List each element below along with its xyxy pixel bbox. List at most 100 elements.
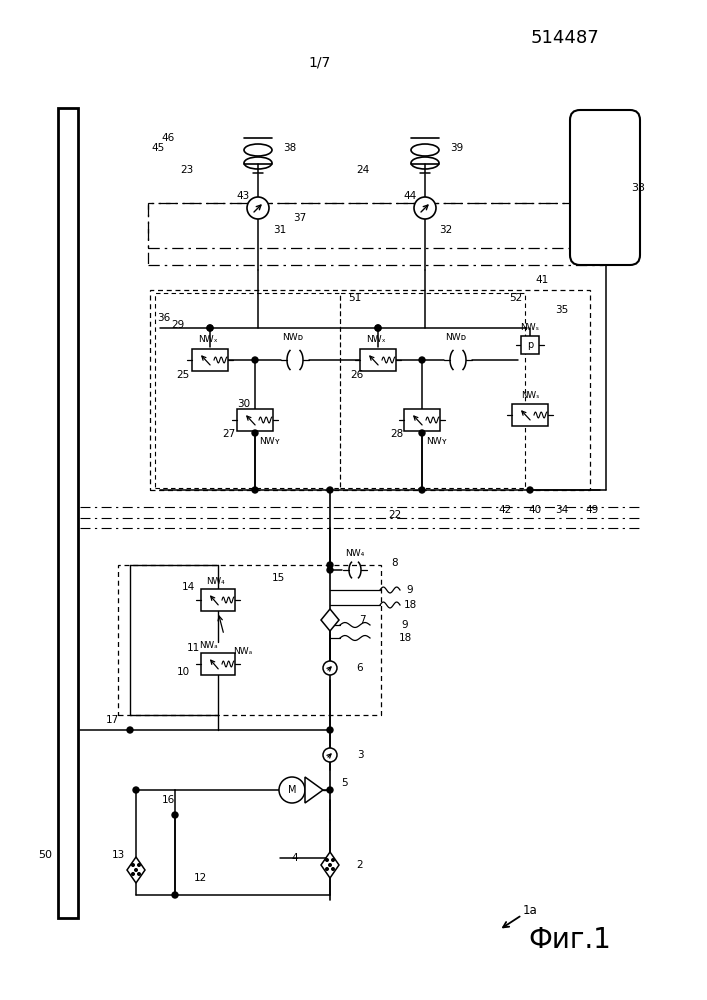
Text: NWₛ: NWₛ <box>521 390 539 399</box>
Text: 11: 11 <box>187 643 199 653</box>
Text: 44: 44 <box>404 191 416 201</box>
Text: 32: 32 <box>439 225 452 235</box>
Circle shape <box>327 567 333 573</box>
Text: 41: 41 <box>535 275 549 285</box>
Circle shape <box>252 357 258 363</box>
Text: 8: 8 <box>392 558 398 568</box>
Circle shape <box>132 864 134 866</box>
Text: 49: 49 <box>585 505 599 515</box>
Text: 13: 13 <box>112 850 124 860</box>
Text: 6: 6 <box>357 663 363 673</box>
Circle shape <box>252 487 258 493</box>
Text: 18: 18 <box>398 633 411 643</box>
Bar <box>360 349 396 371</box>
Circle shape <box>332 868 334 870</box>
Text: 43: 43 <box>236 191 250 201</box>
Circle shape <box>527 487 533 493</box>
Text: NWₓ: NWₓ <box>198 336 218 344</box>
Text: 15: 15 <box>271 573 285 583</box>
Polygon shape <box>321 609 339 631</box>
Text: 12: 12 <box>194 873 206 883</box>
Circle shape <box>172 812 178 818</box>
Text: 7: 7 <box>358 615 366 625</box>
Text: 37: 37 <box>293 213 307 223</box>
Circle shape <box>327 562 333 568</box>
Text: 5: 5 <box>341 778 349 788</box>
Bar <box>155 293 340 488</box>
Text: M: M <box>288 785 296 795</box>
Circle shape <box>327 487 333 493</box>
Circle shape <box>419 357 425 363</box>
Text: 14: 14 <box>182 582 194 592</box>
Text: 9: 9 <box>402 620 409 630</box>
Bar <box>150 290 590 490</box>
Text: NWᴅ: NWᴅ <box>445 334 467 342</box>
Circle shape <box>247 197 269 219</box>
Text: 28: 28 <box>390 429 404 439</box>
Text: 4: 4 <box>292 853 298 863</box>
Text: p: p <box>527 340 533 350</box>
Text: 27: 27 <box>223 429 235 439</box>
Circle shape <box>419 487 425 493</box>
Circle shape <box>332 859 334 861</box>
Circle shape <box>414 197 436 219</box>
Circle shape <box>327 787 333 793</box>
Text: NWₐ: NWₐ <box>199 642 217 650</box>
Circle shape <box>327 727 333 733</box>
Text: 2: 2 <box>357 860 363 870</box>
Circle shape <box>279 777 305 803</box>
Circle shape <box>375 325 381 331</box>
Text: 16: 16 <box>161 795 175 805</box>
Polygon shape <box>127 857 145 883</box>
Text: 18: 18 <box>404 600 416 610</box>
Bar <box>118 565 381 715</box>
Circle shape <box>172 892 178 898</box>
Bar <box>192 349 228 371</box>
FancyBboxPatch shape <box>570 110 640 265</box>
Circle shape <box>132 873 134 875</box>
Text: 514487: 514487 <box>531 29 600 47</box>
Text: 42: 42 <box>498 505 512 515</box>
Circle shape <box>375 325 381 331</box>
Text: NWₓ: NWₓ <box>366 336 386 344</box>
Bar <box>58 108 78 918</box>
Text: NWᴅ: NWᴅ <box>282 334 303 342</box>
Text: 3: 3 <box>357 750 363 760</box>
Polygon shape <box>305 777 323 803</box>
Text: 36: 36 <box>158 313 170 323</box>
Text: 51: 51 <box>349 293 361 303</box>
Text: 22: 22 <box>388 510 402 520</box>
Bar <box>148 203 603 265</box>
Text: 40: 40 <box>528 505 542 515</box>
Circle shape <box>323 661 337 675</box>
Circle shape <box>207 325 213 331</box>
Text: 52: 52 <box>509 293 522 303</box>
Text: Фиг.1: Фиг.1 <box>529 926 612 954</box>
Text: 38: 38 <box>284 143 297 153</box>
Text: 1/7: 1/7 <box>309 55 331 69</box>
Text: 34: 34 <box>556 505 568 515</box>
Text: 39: 39 <box>450 143 464 153</box>
Text: 29: 29 <box>171 320 185 330</box>
Bar <box>201 653 235 675</box>
Text: NWₛ: NWₛ <box>520 324 539 332</box>
Text: NWʏ: NWʏ <box>426 438 448 446</box>
Bar <box>521 336 539 354</box>
Circle shape <box>329 864 332 866</box>
Text: 35: 35 <box>556 305 568 315</box>
Bar <box>201 589 235 611</box>
Text: 26: 26 <box>351 370 363 380</box>
Text: 50: 50 <box>38 850 52 860</box>
Text: NWʏ: NWʏ <box>259 438 281 446</box>
Text: NW₄: NW₄ <box>206 578 224 586</box>
Circle shape <box>326 868 328 870</box>
Text: 45: 45 <box>151 143 165 153</box>
Text: NW₄: NW₄ <box>346 548 365 558</box>
Circle shape <box>127 727 133 733</box>
Bar <box>340 293 525 488</box>
Bar <box>148 203 603 248</box>
Circle shape <box>326 859 328 861</box>
Text: 46: 46 <box>161 133 175 143</box>
Circle shape <box>252 430 258 436</box>
Text: 24: 24 <box>356 165 370 175</box>
